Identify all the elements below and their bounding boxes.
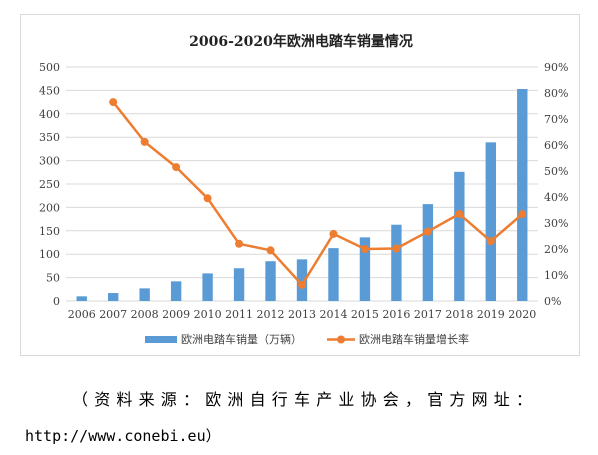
legend: 欧洲电踏车销量（万辆） 欧洲电踏车销量增长率 bbox=[145, 332, 469, 346]
x-tick-label: 2011 bbox=[225, 308, 253, 321]
legend-swatch-marker bbox=[337, 335, 345, 344]
x-tick-label: 2008 bbox=[131, 308, 159, 321]
line-point bbox=[235, 239, 244, 248]
right-tick-label: 10% bbox=[544, 269, 568, 282]
right-axis-ticks: 0% 10% 20% 30% 40% 50% 60% 70% 80% 90% bbox=[544, 61, 568, 308]
line-point bbox=[329, 229, 338, 238]
right-tick-label: 70% bbox=[544, 113, 568, 126]
line-point bbox=[298, 280, 306, 289]
line-point bbox=[266, 246, 275, 255]
growth-line bbox=[112, 101, 524, 287]
x-tick-label: 2019 bbox=[477, 308, 505, 321]
left-tick-label: 450 bbox=[39, 84, 60, 97]
left-tick-label: 350 bbox=[39, 131, 60, 144]
right-tick-label: 20% bbox=[544, 243, 568, 256]
line-point bbox=[109, 98, 118, 107]
line-series bbox=[109, 98, 527, 289]
right-tick-label: 40% bbox=[544, 191, 568, 204]
bar bbox=[108, 293, 119, 301]
right-tick-label: 50% bbox=[544, 165, 568, 178]
bar bbox=[485, 142, 496, 301]
gridlines bbox=[66, 66, 538, 302]
bar bbox=[454, 171, 465, 301]
left-tick-label: 300 bbox=[39, 155, 60, 168]
right-tick-label: 30% bbox=[544, 217, 568, 230]
x-tick-label: 2006 bbox=[68, 308, 96, 321]
bar-series bbox=[76, 88, 528, 301]
left-tick-label: 100 bbox=[39, 248, 60, 261]
x-tick-label: 2020 bbox=[508, 308, 536, 321]
chart-svg: 2006-2020年欧洲电踏车销量情况 0 50 100 150 200 250 300 35… bbox=[39, 33, 568, 346]
bar bbox=[265, 261, 276, 301]
legend-label-bar: 欧洲电踏车销量（万辆） bbox=[181, 332, 302, 346]
bar bbox=[233, 268, 245, 301]
line-point bbox=[203, 194, 212, 203]
bar bbox=[359, 237, 371, 301]
line-point bbox=[172, 163, 181, 172]
x-tick-label: 2015 bbox=[351, 308, 379, 321]
line-point bbox=[360, 245, 369, 253]
chart-title: 2006-2020年欧洲电踏车销量情况 bbox=[189, 33, 413, 50]
line-point bbox=[486, 237, 495, 246]
right-tick-label: 90% bbox=[544, 61, 568, 74]
bar bbox=[76, 296, 87, 301]
bar bbox=[202, 273, 213, 301]
right-tick-label: 60% bbox=[544, 139, 568, 152]
line-point bbox=[455, 209, 464, 218]
line-point bbox=[140, 137, 149, 146]
right-tick-label: 0% bbox=[544, 295, 561, 308]
right-tick-label: 80% bbox=[544, 87, 568, 100]
bar bbox=[296, 259, 308, 301]
line-point bbox=[423, 227, 432, 236]
left-tick-label: 0 bbox=[53, 295, 60, 308]
x-tick-label: 2009 bbox=[162, 308, 190, 321]
left-tick-label: 250 bbox=[39, 178, 60, 191]
x-tick-label: 2014 bbox=[319, 308, 347, 321]
x-tick-label: 2013 bbox=[288, 308, 316, 321]
x-tick-label: 2017 bbox=[414, 308, 442, 321]
line-point bbox=[392, 244, 401, 253]
x-tick-label: 2010 bbox=[194, 308, 222, 321]
legend-label-line: 欧洲电踏车销量增长率 bbox=[359, 332, 469, 346]
left-tick-label: 200 bbox=[39, 201, 60, 214]
left-tick-label: 150 bbox=[39, 225, 60, 238]
bar bbox=[139, 288, 150, 301]
bar bbox=[170, 281, 182, 301]
bar bbox=[422, 204, 434, 301]
left-tick-label: 500 bbox=[39, 61, 60, 74]
line-point bbox=[518, 210, 527, 219]
bar bbox=[517, 88, 528, 301]
x-tick-label: 2012 bbox=[257, 308, 285, 321]
source-note-line2: http://www.conebi.eu） bbox=[25, 427, 221, 445]
left-tick-label: 50 bbox=[46, 272, 60, 285]
bar bbox=[328, 248, 339, 301]
left-tick-label: 400 bbox=[39, 108, 60, 121]
x-axis-ticks: 2006 2007 2008 2009 2010 2011 2012 2013 2014 2015… bbox=[68, 308, 537, 321]
source-note-line1: （资料来源：欧洲自行车产业协会，官方网址： bbox=[72, 390, 539, 409]
x-tick-label: 2016 bbox=[382, 308, 410, 321]
legend-swatch-bar bbox=[145, 336, 177, 343]
bar bbox=[391, 224, 402, 301]
left-axis-ticks: 0 50 100 150 200 250 300 350 400 450 500 bbox=[39, 61, 60, 308]
x-tick-label: 2007 bbox=[99, 308, 127, 321]
x-tick-label: 2018 bbox=[445, 308, 473, 321]
chart-frame: 2006-2020年欧洲电踏车销量情况 0 50 100 150 200 250 300 35… bbox=[20, 14, 580, 356]
